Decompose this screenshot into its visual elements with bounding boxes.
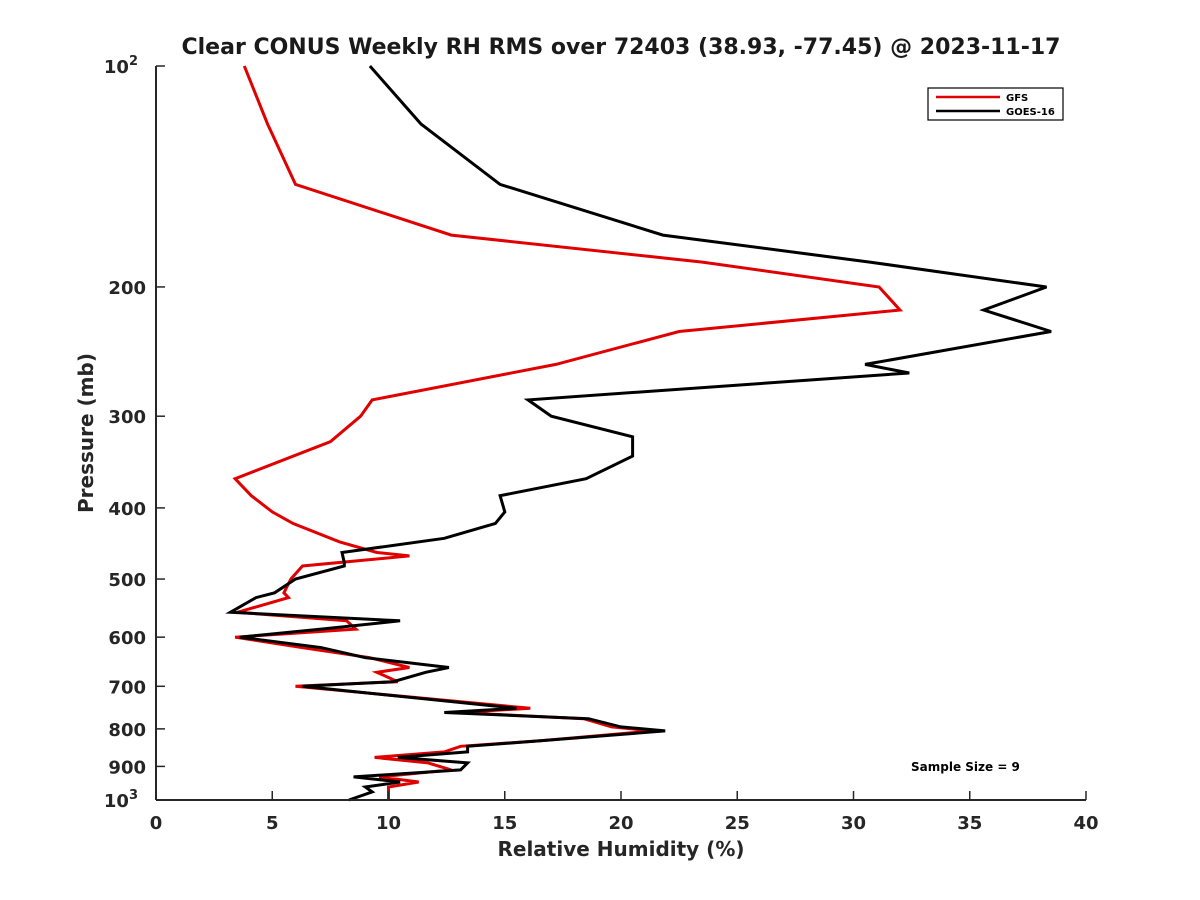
chart-title: Clear CONUS Weekly RH RMS over 72403 (38… bbox=[182, 35, 1061, 60]
legend[interactable]: GFS GOES-16 bbox=[927, 87, 1064, 121]
sample-size-annotation: Sample Size = 9 bbox=[911, 760, 1020, 774]
legend-label-gfs: GFS bbox=[1006, 93, 1028, 104]
y-tick-label: 102 bbox=[104, 54, 138, 78]
y-tick-label: 500 bbox=[108, 570, 146, 591]
y-tick-label: 103 bbox=[104, 788, 138, 812]
y-tick-label: 600 bbox=[108, 628, 146, 649]
y-tick-label: 200 bbox=[108, 278, 146, 299]
y-tick-label: 400 bbox=[108, 499, 146, 520]
x-tick-label: 30 bbox=[841, 813, 866, 834]
x-ticks: 0 5 10 15 20 25 30 35 40 bbox=[150, 791, 1099, 834]
y-tick-label: 300 bbox=[108, 407, 146, 428]
series-layer bbox=[225, 65, 1052, 802]
x-axis-label: Relative Humidity (%) bbox=[497, 837, 744, 861]
x-tick-label: 40 bbox=[1073, 813, 1098, 834]
x-tick-label: 5 bbox=[266, 813, 279, 834]
x-tick-label: 15 bbox=[492, 813, 517, 834]
legend-box bbox=[927, 87, 1064, 121]
y-tick-label: 700 bbox=[108, 677, 146, 698]
x-tick-label: 25 bbox=[725, 813, 750, 834]
series-line-goes16 bbox=[225, 65, 1052, 802]
y-tick-label: 900 bbox=[108, 757, 146, 778]
legend-label-goes16: GOES-16 bbox=[1006, 107, 1055, 118]
x-tick-label: 0 bbox=[150, 813, 163, 834]
x-tick-label: 10 bbox=[376, 813, 401, 834]
x-tick-label: 20 bbox=[608, 813, 633, 834]
y-tick-label: 800 bbox=[108, 720, 146, 741]
y-ticks: 102 200 300 400 500 600 700 800 900 103 bbox=[104, 54, 165, 812]
x-tick-label: 35 bbox=[957, 813, 982, 834]
y-axis-label: Pressure (mb) bbox=[74, 353, 98, 513]
